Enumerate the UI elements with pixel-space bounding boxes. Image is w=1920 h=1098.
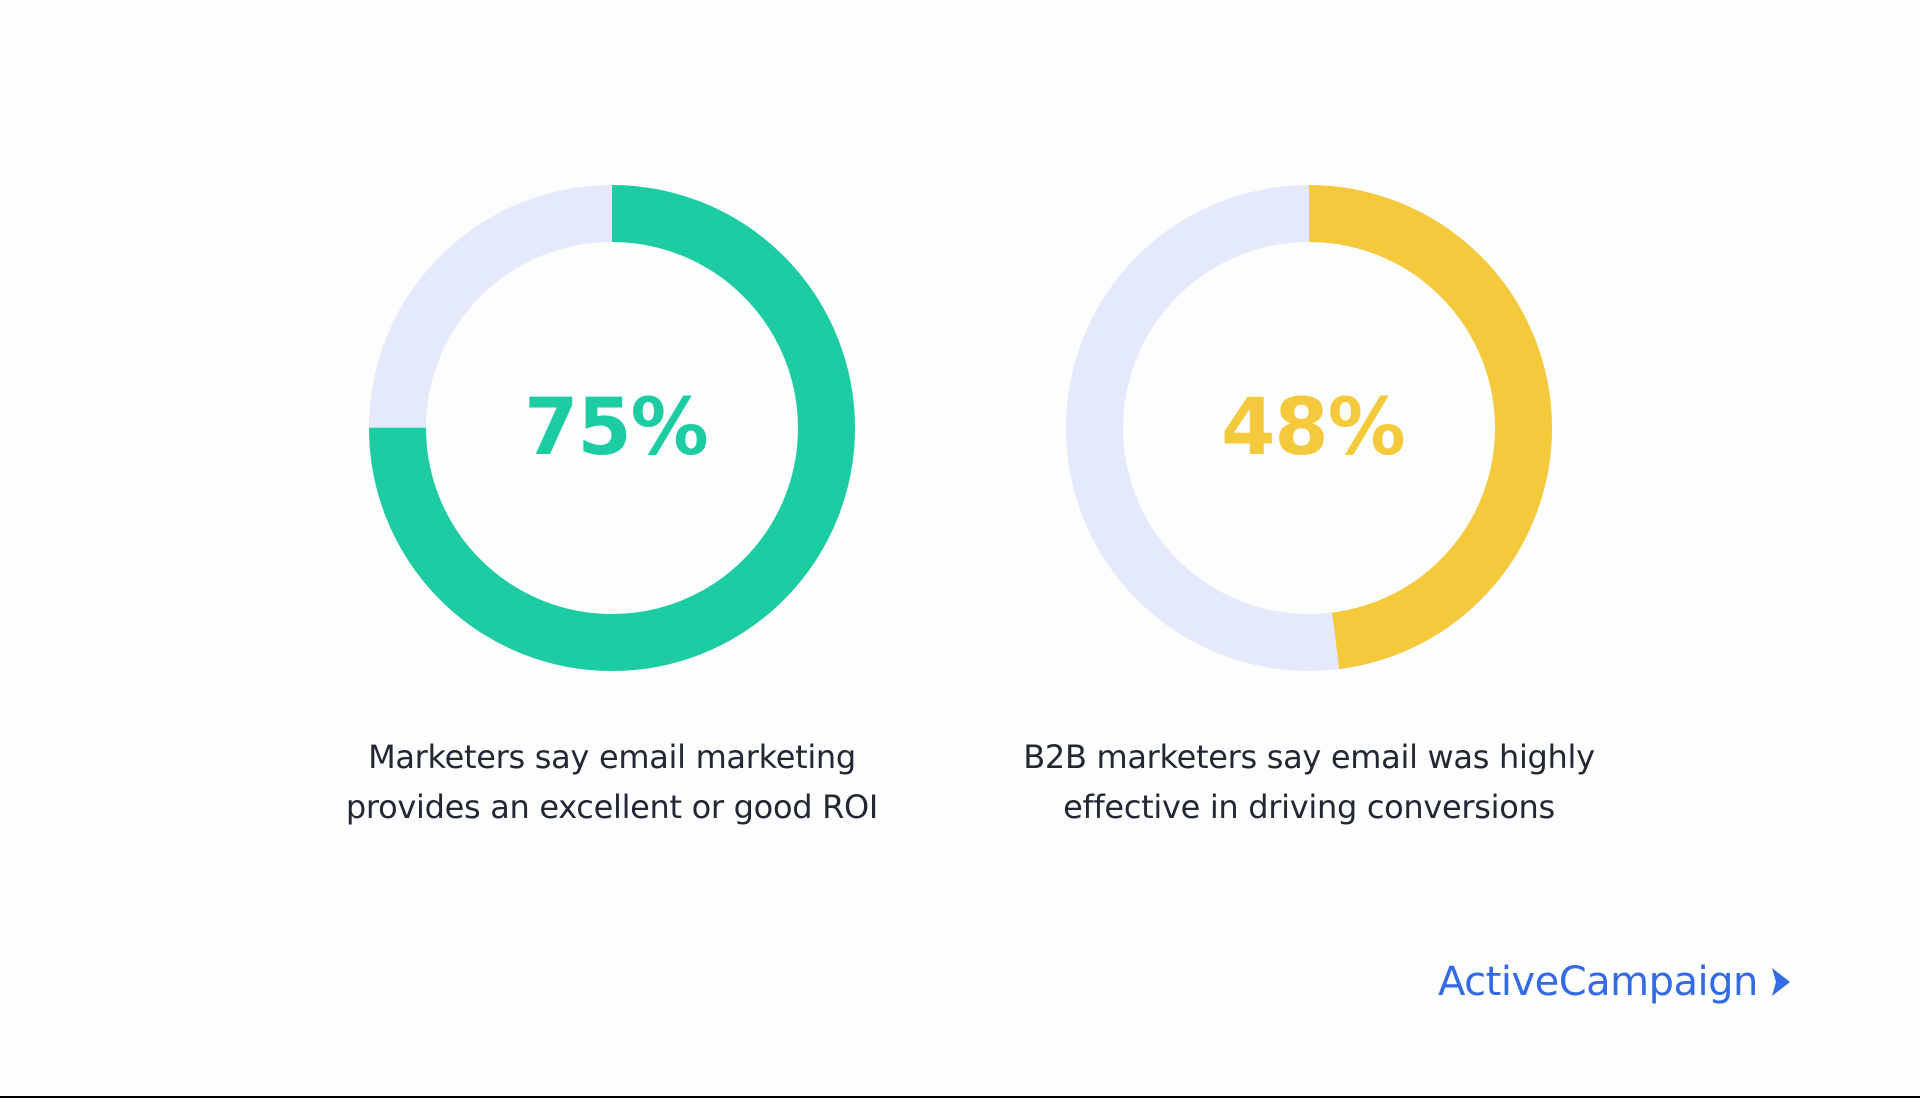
brand-name: ActiveCampaign bbox=[1438, 959, 1758, 1005]
caption-line-2: effective in driving conversions bbox=[1063, 788, 1555, 826]
donut-ring bbox=[1066, 185, 1552, 671]
donut-value-label: 75% bbox=[524, 383, 709, 473]
stat-caption: B2B marketers say email was highly effec… bbox=[959, 732, 1659, 832]
brand-logo: ActiveCampaign bbox=[1438, 954, 1794, 1010]
caption-line-1: B2B marketers say email was highly bbox=[1023, 738, 1595, 776]
donut-chart-roi: 75% bbox=[369, 185, 855, 671]
donut-chart-conversions: 48% bbox=[1066, 185, 1552, 671]
stat-card-conversions: 48% B2B marketers say email was highly e… bbox=[959, 0, 1659, 900]
caption-line-2: provides an excellent or good ROI bbox=[345, 788, 879, 826]
caption-line-1: Marketers say email marketing bbox=[368, 738, 856, 776]
donut-arc bbox=[369, 185, 855, 671]
chevron-right-icon bbox=[1771, 968, 1790, 996]
donut-ring bbox=[369, 185, 855, 671]
donut-value-label: 48% bbox=[1221, 383, 1406, 473]
stat-card-roi: 75% Marketers say email marketing provid… bbox=[262, 0, 962, 900]
stat-caption: Marketers say email marketing provides a… bbox=[262, 732, 962, 832]
donut-arc bbox=[1066, 185, 1552, 671]
bottom-border bbox=[0, 1096, 1920, 1098]
